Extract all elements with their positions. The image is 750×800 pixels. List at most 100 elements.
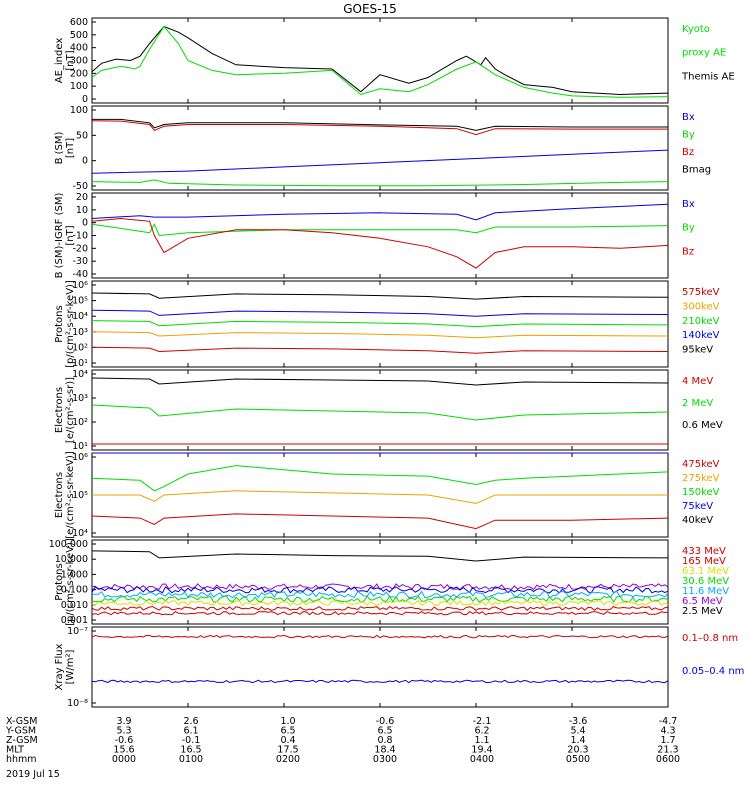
ephemeris-value: 0600: [656, 754, 680, 765]
legend-entry: 2 MeV: [682, 398, 713, 409]
legend-entry: 300keV: [682, 301, 720, 312]
y-axis-label: Protons: [54, 563, 65, 600]
y-tick-label: 0.001: [61, 615, 88, 626]
y-tick-label: 10³: [72, 393, 88, 404]
y-tick-label: 10¹: [72, 358, 88, 369]
legend-entry: 433 MeV: [682, 546, 726, 557]
series-line: [91, 149, 669, 174]
y-axis-label: [p/(cm²-s-sr-keV)]: [65, 280, 76, 368]
legend-entry: 0.6 MeV: [682, 420, 723, 431]
y-tick-label: -10: [72, 231, 88, 242]
ephemeris-value: -4.7: [659, 716, 678, 727]
y-axis-label: [nT]: [65, 138, 76, 158]
y-tick-label: 10⁵: [72, 490, 88, 501]
y-tick-label: 100: [70, 81, 88, 92]
y-tick-label: 1.000: [61, 569, 88, 580]
y-tick-label: 600: [70, 17, 88, 28]
panel-frame: [91, 17, 669, 104]
y-axis-label: AE_index: [54, 38, 65, 84]
y-tick-label: 300: [70, 56, 88, 67]
legend-entry: Bz: [682, 246, 694, 257]
y-tick-label: 10⁴: [72, 528, 88, 539]
ephemeris-value: 5.3: [116, 726, 131, 737]
series-line: [91, 513, 669, 530]
panel-frame: [91, 105, 669, 191]
panel-electrons_mev: 10⁴ 10³ 10² 10¹ Electrons [e/(cm²-s-sr)] 4 MeV…: [54, 369, 723, 452]
y-axis-label: Protons: [54, 305, 65, 342]
y-tick-label: 0.100: [61, 585, 88, 596]
panel-digrf: 20 10 0 -10-20 -30 -40 B (SM)-IGRF (SM) [nT] Bx B…: [54, 192, 695, 280]
y-tick-label: 10⁴: [72, 311, 88, 322]
y-tick-label: -50: [72, 181, 88, 192]
series-line: [91, 634, 669, 639]
legend-entry: By: [682, 130, 695, 141]
legend-entry: 475keV: [682, 459, 720, 470]
ephemeris-value: 6.5: [377, 726, 392, 737]
ephemeris-label: Y-GSM: [5, 726, 36, 737]
series-line: [91, 583, 669, 591]
legend-entry: 0.05–0.4 nm: [682, 666, 744, 677]
legend-entry: 2.5 MeV: [682, 606, 723, 617]
date-label: 2019 Jul 15: [6, 769, 60, 780]
ephemeris-value: 5.4: [570, 726, 585, 737]
legend-entry: 4 MeV: [682, 376, 713, 387]
legend-entry: 30.6 MeV: [682, 576, 729, 587]
series-line: [91, 590, 669, 599]
y-tick-label: 10³: [72, 327, 88, 338]
y-axis-label: [p/(cm²-s-sr-keV)]: [65, 538, 76, 626]
panel-frame: [91, 626, 669, 708]
y-tick-label: -40: [72, 269, 88, 280]
ephemeris-value: 0.8: [377, 735, 392, 746]
ephemeris-value: 0500: [566, 754, 590, 765]
legend-entry: 75keV: [682, 501, 713, 512]
series-line: [91, 217, 669, 269]
ephemeris-value: 0.4: [280, 735, 295, 746]
series-line: [91, 25, 669, 98]
y-tick-label: 10⁻⁷: [67, 626, 88, 637]
ephemeris-value: -0.1: [182, 735, 201, 746]
series-line: [91, 550, 669, 562]
ephemeris-value: -0.6: [376, 716, 395, 727]
series-line: [91, 595, 669, 603]
y-tick-label: 10⁴: [72, 369, 88, 380]
y-tick-label: 10⁶: [72, 280, 88, 291]
y-tick-label: 10.000: [55, 554, 88, 565]
y-tick-label: 50: [76, 130, 88, 141]
y-tick-label: 400: [70, 43, 88, 54]
series-line: [91, 599, 669, 606]
ephemeris-value: 0300: [373, 754, 397, 765]
ephemeris-value: 6.1: [183, 726, 198, 737]
legend-entry: 150keV: [682, 487, 720, 498]
y-tick-label: -20: [72, 243, 88, 254]
legend-entry: 6.5 MeV: [682, 596, 723, 607]
ephemeris-label: hhmm: [6, 754, 37, 765]
series-line: [91, 309, 669, 317]
legend-entry: 210keV: [682, 316, 720, 327]
y-tick-label: 10⁶: [72, 452, 88, 463]
legend-entry: Themis AE: [681, 71, 735, 82]
ephemeris-value: 4.3: [660, 726, 675, 737]
y-tick-label: 10²: [72, 417, 88, 428]
ephemeris-value: 19.4: [471, 745, 492, 756]
y-tick-label: 0: [82, 156, 88, 167]
ephemeris-value: 0200: [276, 754, 300, 765]
ephemeris-value: -0.6: [115, 735, 134, 746]
legend-entry: Bz: [682, 147, 694, 158]
legend-entry: proxy AE: [682, 48, 726, 59]
series-line: [91, 465, 669, 492]
y-axis-label: Electrons: [54, 387, 65, 433]
ephemeris-value: 1.1: [474, 735, 489, 746]
panel-bsm: 100 50 0 -50 B (SM) [nT] Bx By Bz Bmag: [54, 105, 711, 192]
legend-entry: Bx: [682, 112, 695, 123]
ephemeris-value: 21.3: [657, 745, 678, 756]
ephemeris-label: Z-GSM: [6, 735, 38, 746]
series-line: [92, 118, 668, 131]
ephemeris-value: 17.5: [277, 745, 298, 756]
y-axis-label: Xray Flux: [54, 643, 65, 690]
y-tick-label: 0: [82, 218, 88, 229]
legend-entry: 0.1–0.8 nm: [682, 633, 738, 644]
